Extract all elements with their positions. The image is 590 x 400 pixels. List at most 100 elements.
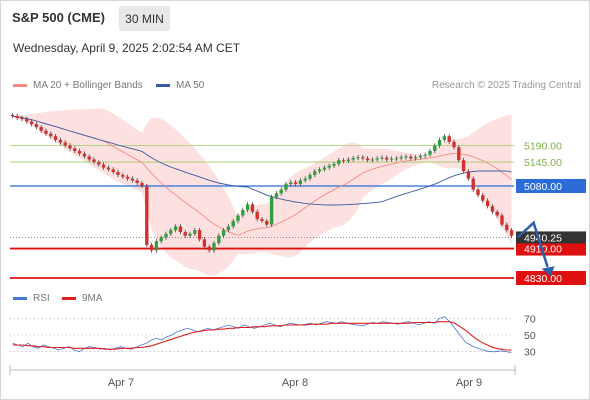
candle-body xyxy=(183,231,187,236)
candle-body xyxy=(284,184,288,190)
candle-body xyxy=(356,157,360,159)
candle-body xyxy=(10,114,15,117)
candle-body xyxy=(452,141,456,148)
candle-body xyxy=(461,160,466,172)
candle-body xyxy=(481,195,485,201)
candle-body xyxy=(289,182,293,185)
candle-body xyxy=(164,233,168,238)
candle-body xyxy=(495,211,499,216)
candle-body xyxy=(466,171,471,179)
x-tick-label: Apr 8 xyxy=(282,377,308,389)
candle-body xyxy=(327,165,331,168)
candle-body xyxy=(260,219,264,221)
candle-body xyxy=(308,174,312,179)
candle-body xyxy=(226,226,231,231)
candle-body xyxy=(241,209,245,216)
candle-body xyxy=(265,220,269,225)
candle-body xyxy=(20,117,24,119)
candle-body xyxy=(169,230,173,234)
candle-body xyxy=(173,226,178,231)
candle-body xyxy=(231,220,235,227)
ma20-swatch xyxy=(13,84,27,87)
candle-body xyxy=(274,193,279,198)
candle-body xyxy=(447,136,451,142)
level-tag-2 xyxy=(516,178,586,193)
level-label-4: 4830.00 xyxy=(524,273,562,285)
candle-body xyxy=(298,180,303,185)
x-tick-label: Apr 9 xyxy=(456,377,482,389)
candle-body xyxy=(29,121,34,125)
rsi-tick-label: 30 xyxy=(524,347,536,359)
rsi-tick-label: 50 xyxy=(524,330,536,342)
candle-body xyxy=(207,246,211,251)
candle-body xyxy=(293,182,298,185)
candle-body xyxy=(385,157,389,160)
candle-body xyxy=(25,118,29,122)
ma20-label: MA 20 + Bollinger Bands xyxy=(33,80,143,91)
chart-header: S&P 500 (CME) 30 MIN xyxy=(0,0,590,36)
candle-body xyxy=(303,178,307,181)
candle-body xyxy=(399,157,403,159)
candle-body xyxy=(409,156,413,159)
candle-body xyxy=(370,159,375,161)
x-tick-label: Apr 7 xyxy=(108,377,134,389)
candle-body xyxy=(217,235,221,244)
candle-body xyxy=(44,130,48,134)
rsi-label: RSI xyxy=(33,293,50,304)
candle-body xyxy=(346,159,351,161)
candle-body xyxy=(15,116,19,118)
candle-body xyxy=(212,243,216,251)
candle-body xyxy=(197,230,202,240)
candle-body xyxy=(106,167,111,170)
candle-body xyxy=(500,215,504,225)
candle-body xyxy=(418,155,423,158)
bollinger-band xyxy=(12,108,512,276)
chart-datetime: Wednesday, April 9, 2025 2:02:54 AM CET xyxy=(13,41,241,55)
timeframe-button[interactable]: 30 MIN xyxy=(119,6,170,31)
candle-body xyxy=(490,206,495,212)
candle-body xyxy=(394,158,399,160)
current-price-label: 4940.25 xyxy=(524,232,562,244)
candle-body xyxy=(49,133,53,137)
candle-body xyxy=(34,124,39,128)
ma9-swatch xyxy=(62,297,76,300)
level-tag-4 xyxy=(516,271,586,285)
candle-body xyxy=(332,163,336,166)
rsi-swatch xyxy=(13,297,27,300)
candle-body xyxy=(77,151,82,154)
candle-body xyxy=(193,230,197,234)
candle-body xyxy=(313,171,317,175)
candle-body xyxy=(509,230,514,236)
candle-body xyxy=(58,139,63,143)
candle-body xyxy=(245,204,250,210)
candle-body xyxy=(485,200,490,207)
candle-body xyxy=(457,147,461,161)
candle-body xyxy=(505,224,509,231)
candle-body xyxy=(188,233,192,236)
candle-body xyxy=(322,167,327,170)
candle-body xyxy=(101,164,106,168)
candle-body xyxy=(423,154,427,156)
candle-body xyxy=(389,158,394,160)
candle-body xyxy=(380,157,384,159)
candle-body xyxy=(269,197,274,225)
candle-body xyxy=(87,156,91,160)
candle-body xyxy=(341,160,346,162)
forecast-arrow xyxy=(516,220,549,268)
candle-body xyxy=(53,136,58,140)
candle-body xyxy=(437,139,442,146)
candle-body xyxy=(337,160,341,164)
ma50-label: MA 50 xyxy=(176,80,205,91)
legend-ma20: MA 20 + Bollinger Bands xyxy=(13,80,143,91)
legend-ma50: MA 50 xyxy=(156,80,204,91)
level-tag-3 xyxy=(516,241,586,256)
candle-body xyxy=(154,241,159,251)
candle-body xyxy=(130,178,135,181)
candle-body xyxy=(121,174,125,177)
candle-body xyxy=(351,158,355,160)
candle-body xyxy=(317,169,322,172)
candle-body xyxy=(82,153,87,157)
ma9-label: 9MA xyxy=(82,293,103,304)
candle-body xyxy=(116,171,120,175)
candle-body xyxy=(361,157,365,159)
